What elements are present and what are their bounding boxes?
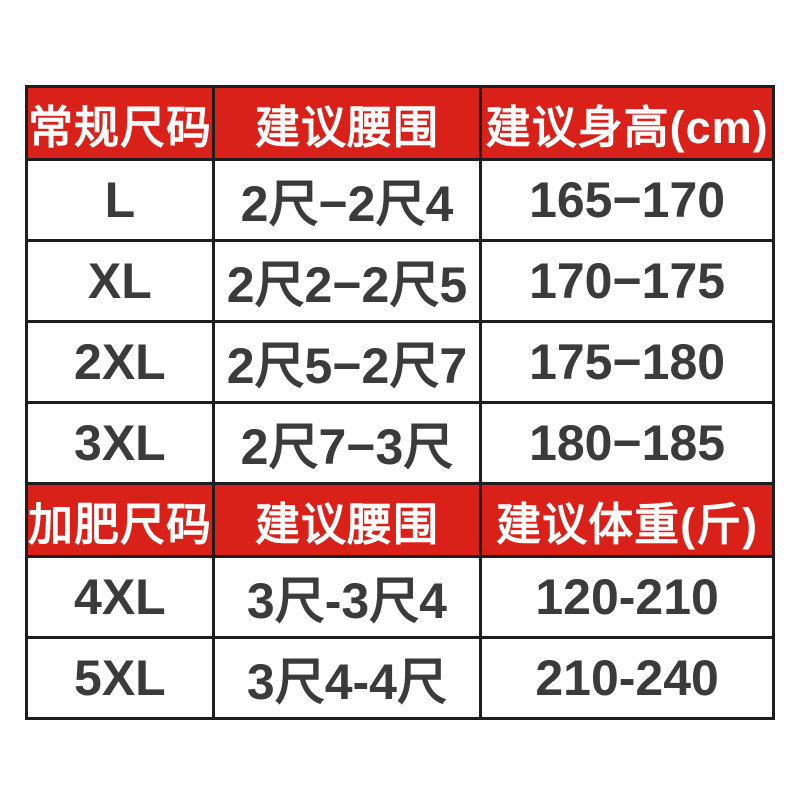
size-chart-table: 常规尺码 建议腰围 建议身高(cm) L 2尺−2尺4 165−170 XL 2… xyxy=(25,85,775,720)
height-cell: 175−180 xyxy=(479,320,775,404)
waist-cell: 2尺7−3尺 xyxy=(211,401,483,485)
size-cell: 2XL xyxy=(25,320,215,404)
waist-cell: 2尺2−2尺5 xyxy=(211,239,483,323)
table-row-3xl: 3XL 2尺7−3尺 180−185 xyxy=(25,401,775,485)
header-cell-weight: 建议体重(斤) xyxy=(479,482,775,558)
waist-cell: 3尺-3尺4 xyxy=(211,555,483,639)
table-row-2xl: 2XL 2尺5−2尺7 175−180 xyxy=(25,320,775,404)
table-row-4xl: 4XL 3尺-3尺4 120-210 xyxy=(25,555,775,639)
waist-cell: 2尺5−2尺7 xyxy=(211,320,483,404)
height-cell: 170−175 xyxy=(479,239,775,323)
waist-cell: 3尺4-4尺 xyxy=(211,636,483,720)
header-cell-regular-size: 常规尺码 xyxy=(25,85,215,161)
size-cell: 4XL xyxy=(25,555,215,639)
table-row-5xl: 5XL 3尺4-4尺 210-240 xyxy=(25,636,775,720)
size-cell: L xyxy=(25,158,215,242)
height-cell: 165−170 xyxy=(479,158,775,242)
weight-cell: 120-210 xyxy=(479,555,775,639)
size-cell: 3XL xyxy=(25,401,215,485)
weight-cell: 210-240 xyxy=(479,636,775,720)
header-cell-waist: 建议腰围 xyxy=(211,482,483,558)
table-row-l: L 2尺−2尺4 165−170 xyxy=(25,158,775,242)
header-row-plus: 加肥尺码 建议腰围 建议体重(斤) xyxy=(25,482,775,558)
size-chart: 常规尺码 建议腰围 建议身高(cm) L 2尺−2尺4 165−170 XL 2… xyxy=(25,85,775,720)
header-row-regular: 常规尺码 建议腰围 建议身高(cm) xyxy=(25,85,775,161)
table-row-xl: XL 2尺2−2尺5 170−175 xyxy=(25,239,775,323)
header-cell-height: 建议身高(cm) xyxy=(479,85,775,161)
waist-cell: 2尺−2尺4 xyxy=(211,158,483,242)
header-cell-waist: 建议腰围 xyxy=(211,85,483,161)
header-cell-plus-size: 加肥尺码 xyxy=(25,482,215,558)
size-cell: 5XL xyxy=(25,636,215,720)
height-cell: 180−185 xyxy=(479,401,775,485)
size-cell: XL xyxy=(25,239,215,323)
